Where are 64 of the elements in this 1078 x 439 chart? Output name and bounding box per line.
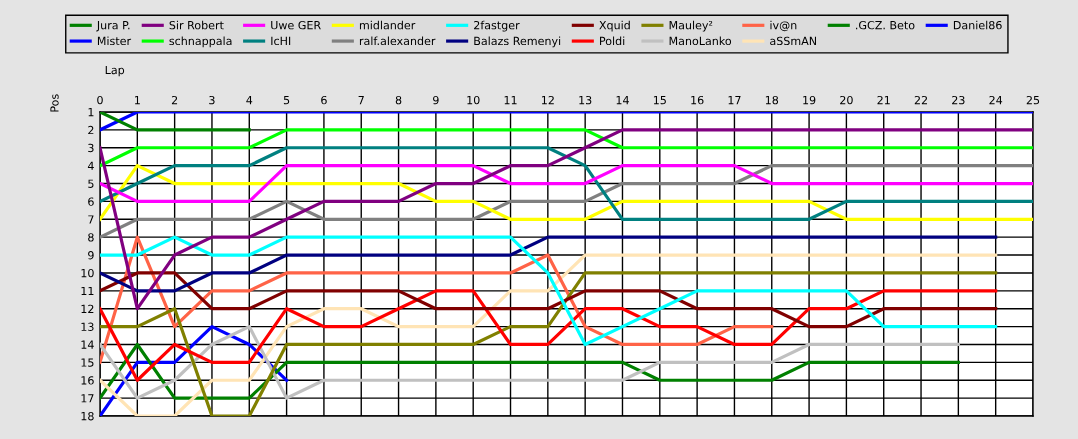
legend-label: aSSmAN [770,36,816,46]
y-tick-label: 15 [81,358,94,367]
x-tick-label: 13 [579,95,592,105]
y-tick-label: 16 [81,376,94,385]
legend-label: .GCZ. Beto [856,20,915,30]
x-tick-label: 21 [877,95,890,105]
legend-label: Uwe GER [271,20,321,30]
x-tick-label: 6 [321,95,327,105]
x-tick-label: 8 [395,95,402,105]
legend-label: midlander [359,20,416,30]
legend-label: ManoLanko [669,36,732,46]
y-tick-label: 2 [88,125,94,135]
x-tick-label: 3 [209,95,215,105]
legend-label: Jura P. [96,21,130,32]
y-tick-label: 17 [81,394,94,403]
legend-label: IcHI [271,36,291,46]
x-tick-label: 20 [840,95,853,105]
y-tick-label: 18 [81,411,94,421]
x-tick-label: 23 [952,95,965,105]
x-tick-label: 22 [914,95,927,105]
legend-label: Daniel86 [953,20,1002,30]
x-axis-title: Lap [105,65,125,77]
x-tick-label: 24 [989,95,1003,105]
legend-label: iv@n [770,20,797,32]
y-tick-label: 11 [81,286,94,296]
y-tick-label: 9 [88,251,94,260]
legend-label: Xquid [599,20,630,32]
y-tick-label: 6 [88,197,94,206]
x-tick-label: 4 [246,96,253,105]
x-tick-label: 14 [616,96,629,105]
legend-label: 2fastger [474,20,520,32]
legend-label: Poldi [600,36,625,46]
y-tick-label: 12 [81,304,94,313]
legend-label: Sir Robert [169,20,224,30]
legend-label: ralf.alexander [359,36,436,46]
y-tick-label: 14 [81,340,94,349]
x-tick-label: 7 [358,96,364,105]
y-tick-label: 1 [88,108,94,117]
x-tick-label: 10 [467,95,480,105]
legend-label: Mister [97,36,132,46]
y-tick-label: 3 [88,143,94,153]
x-tick-label: 2 [171,95,178,105]
x-tick-label: 18 [765,95,779,105]
y-axis-title: Pos [50,94,59,112]
y-tick-label: 5 [88,179,94,188]
y-tick-label: 13 [81,322,94,331]
x-tick-label: 17 [728,96,741,105]
x-tick-label: 5 [283,96,290,105]
x-tick-label: 11 [504,96,517,105]
x-tick-label: 12 [541,95,554,105]
legend-label: schnappala [169,36,232,48]
x-tick-label: 0 [97,95,103,105]
x-tick-label: 25 [1026,95,1040,105]
y-tick-label: 4 [87,161,94,170]
y-tick-label: 10 [81,268,94,278]
legend-label: Mauley² [669,20,713,32]
x-tick-label: 15 [653,96,666,105]
x-tick-label: 19 [803,95,816,105]
y-tick-label: 8 [88,233,94,242]
x-tick-label: 16 [691,95,704,105]
y-tick-label: 7 [88,215,94,224]
x-tick-label: 1 [135,96,140,105]
legend-label: Balazs Remenyi [474,36,561,48]
x-tick-label: 9 [433,95,439,105]
